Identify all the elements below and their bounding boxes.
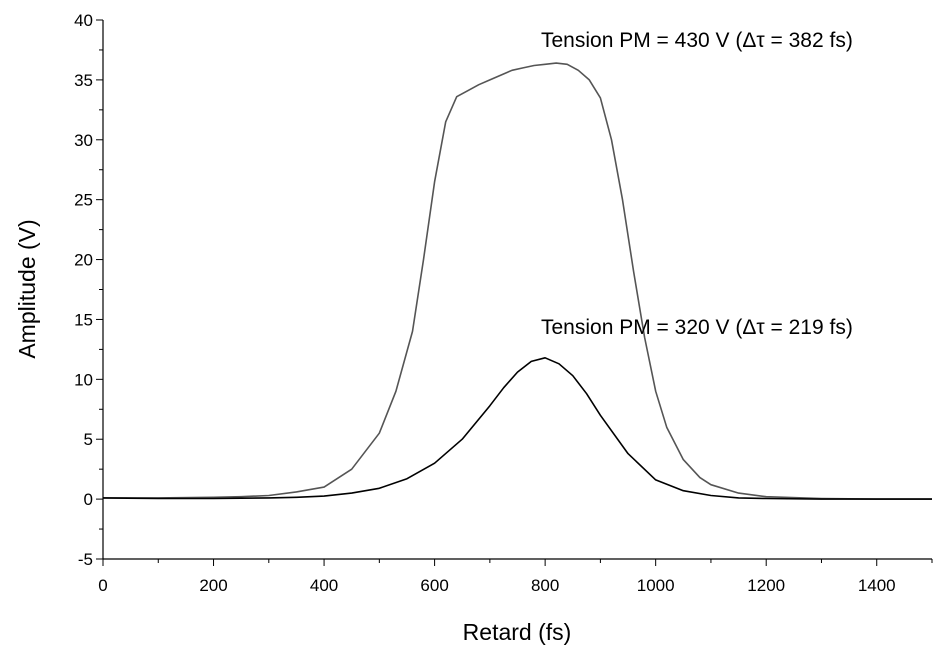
ticks: 0 200 400 600 800 1000 1200 1400 -5 0 5 10 15 20 25 30 3… bbox=[74, 11, 933, 595]
y-tick-label: 5 bbox=[84, 430, 93, 449]
x-tick-label: 800 bbox=[531, 576, 559, 595]
annotation-320v: Tension PM = 320 V (Δτ = 219 fs) bbox=[541, 316, 853, 339]
x-tick-label: 0 bbox=[98, 576, 107, 595]
y-tick-label: 30 bbox=[74, 131, 93, 150]
x-tick-label: 400 bbox=[310, 576, 338, 595]
plot-series bbox=[102, 62, 932, 500]
x-tick-label: 1000 bbox=[637, 576, 675, 595]
x-tick-label: 1200 bbox=[747, 576, 785, 595]
y-axis-title: Amplitude (V) bbox=[14, 219, 40, 358]
y-tick-label: 40 bbox=[74, 11, 93, 30]
annotation-430v: Tension PM = 430 V (Δτ = 382 fs) bbox=[541, 29, 853, 52]
x-tick-label: 600 bbox=[420, 576, 448, 595]
y-tick-label: 20 bbox=[74, 251, 93, 270]
y-tick-label: 10 bbox=[74, 370, 93, 389]
y-tick-label: 15 bbox=[74, 310, 93, 329]
series-line-1 bbox=[102, 357, 932, 500]
series-line-0 bbox=[103, 62, 932, 500]
y-tick-label: -5 bbox=[78, 550, 93, 569]
x-tick-label: 200 bbox=[199, 576, 227, 595]
x-tick-label: 1400 bbox=[858, 576, 896, 595]
x-axis-title: Retard (fs) bbox=[463, 619, 572, 645]
y-tick-label: 25 bbox=[74, 191, 93, 210]
y-tick-label: 0 bbox=[84, 490, 93, 509]
y-tick-label: 35 bbox=[74, 71, 93, 90]
